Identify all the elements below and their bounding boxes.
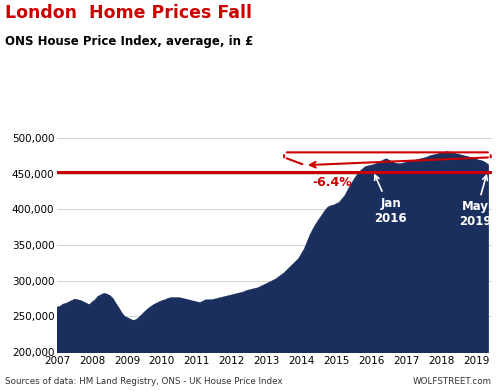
Text: WOLFSTREET.com: WOLFSTREET.com bbox=[413, 377, 492, 386]
Text: ONS House Price Index, average, in £: ONS House Price Index, average, in £ bbox=[5, 35, 253, 48]
Text: Jan
2016: Jan 2016 bbox=[374, 175, 407, 224]
Text: -6.4%: -6.4% bbox=[312, 176, 352, 189]
Text: London  Home Prices Fall: London Home Prices Fall bbox=[5, 4, 252, 22]
Text: May
2019: May 2019 bbox=[459, 175, 492, 228]
Text: Sources of data: HM Land Registry, ONS - UK House Price Index: Sources of data: HM Land Registry, ONS -… bbox=[5, 377, 282, 386]
